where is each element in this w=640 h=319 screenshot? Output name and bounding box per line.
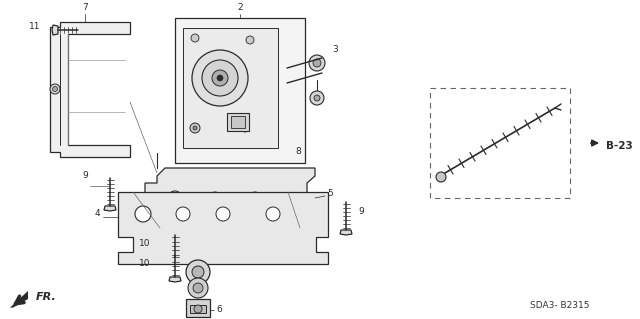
- Bar: [430, 88, 570, 198]
- Polygon shape: [118, 192, 328, 264]
- Text: 9: 9: [358, 207, 364, 217]
- Circle shape: [168, 191, 182, 205]
- Bar: [183, 28, 278, 148]
- Circle shape: [241, 124, 249, 132]
- Polygon shape: [169, 277, 181, 282]
- Circle shape: [212, 70, 228, 86]
- Circle shape: [313, 59, 321, 67]
- Circle shape: [193, 126, 197, 130]
- Polygon shape: [50, 22, 130, 157]
- Text: 3: 3: [332, 46, 338, 55]
- Circle shape: [191, 34, 199, 42]
- Text: 2: 2: [237, 4, 243, 12]
- Text: 11: 11: [29, 22, 40, 31]
- Circle shape: [135, 206, 151, 222]
- Circle shape: [188, 278, 208, 298]
- Circle shape: [217, 75, 223, 81]
- Text: 10: 10: [138, 258, 150, 268]
- Circle shape: [192, 266, 204, 278]
- Circle shape: [209, 192, 221, 204]
- Polygon shape: [52, 25, 58, 35]
- Text: 6: 6: [216, 305, 221, 314]
- Circle shape: [216, 207, 230, 221]
- Circle shape: [246, 36, 254, 44]
- Circle shape: [202, 60, 238, 96]
- Text: FR.: FR.: [36, 292, 57, 302]
- Text: 10: 10: [138, 239, 150, 248]
- Bar: [227, 113, 249, 131]
- Circle shape: [290, 193, 300, 203]
- Polygon shape: [10, 291, 28, 308]
- Polygon shape: [340, 230, 352, 235]
- Circle shape: [193, 283, 203, 293]
- Text: SDA3- B2315: SDA3- B2315: [531, 301, 589, 310]
- Bar: [190, 305, 206, 313]
- Bar: [175, 18, 305, 163]
- Text: B-23: B-23: [606, 141, 633, 151]
- Circle shape: [266, 207, 280, 221]
- Circle shape: [176, 207, 190, 221]
- Circle shape: [52, 86, 58, 92]
- Circle shape: [314, 95, 320, 101]
- Circle shape: [309, 55, 325, 71]
- Circle shape: [436, 172, 446, 182]
- Circle shape: [192, 50, 248, 106]
- Polygon shape: [104, 206, 116, 211]
- Polygon shape: [145, 168, 315, 228]
- Bar: [186, 299, 210, 317]
- Polygon shape: [169, 257, 181, 262]
- Circle shape: [249, 192, 261, 204]
- Text: 8: 8: [295, 146, 301, 155]
- Text: 4: 4: [94, 210, 100, 219]
- Circle shape: [310, 91, 324, 105]
- Circle shape: [194, 305, 202, 313]
- Circle shape: [190, 123, 200, 133]
- Bar: [231, 116, 245, 128]
- Circle shape: [50, 84, 60, 94]
- Text: 9: 9: [83, 172, 88, 181]
- Text: 7: 7: [82, 4, 88, 12]
- Circle shape: [186, 260, 210, 284]
- Text: 5: 5: [327, 189, 333, 197]
